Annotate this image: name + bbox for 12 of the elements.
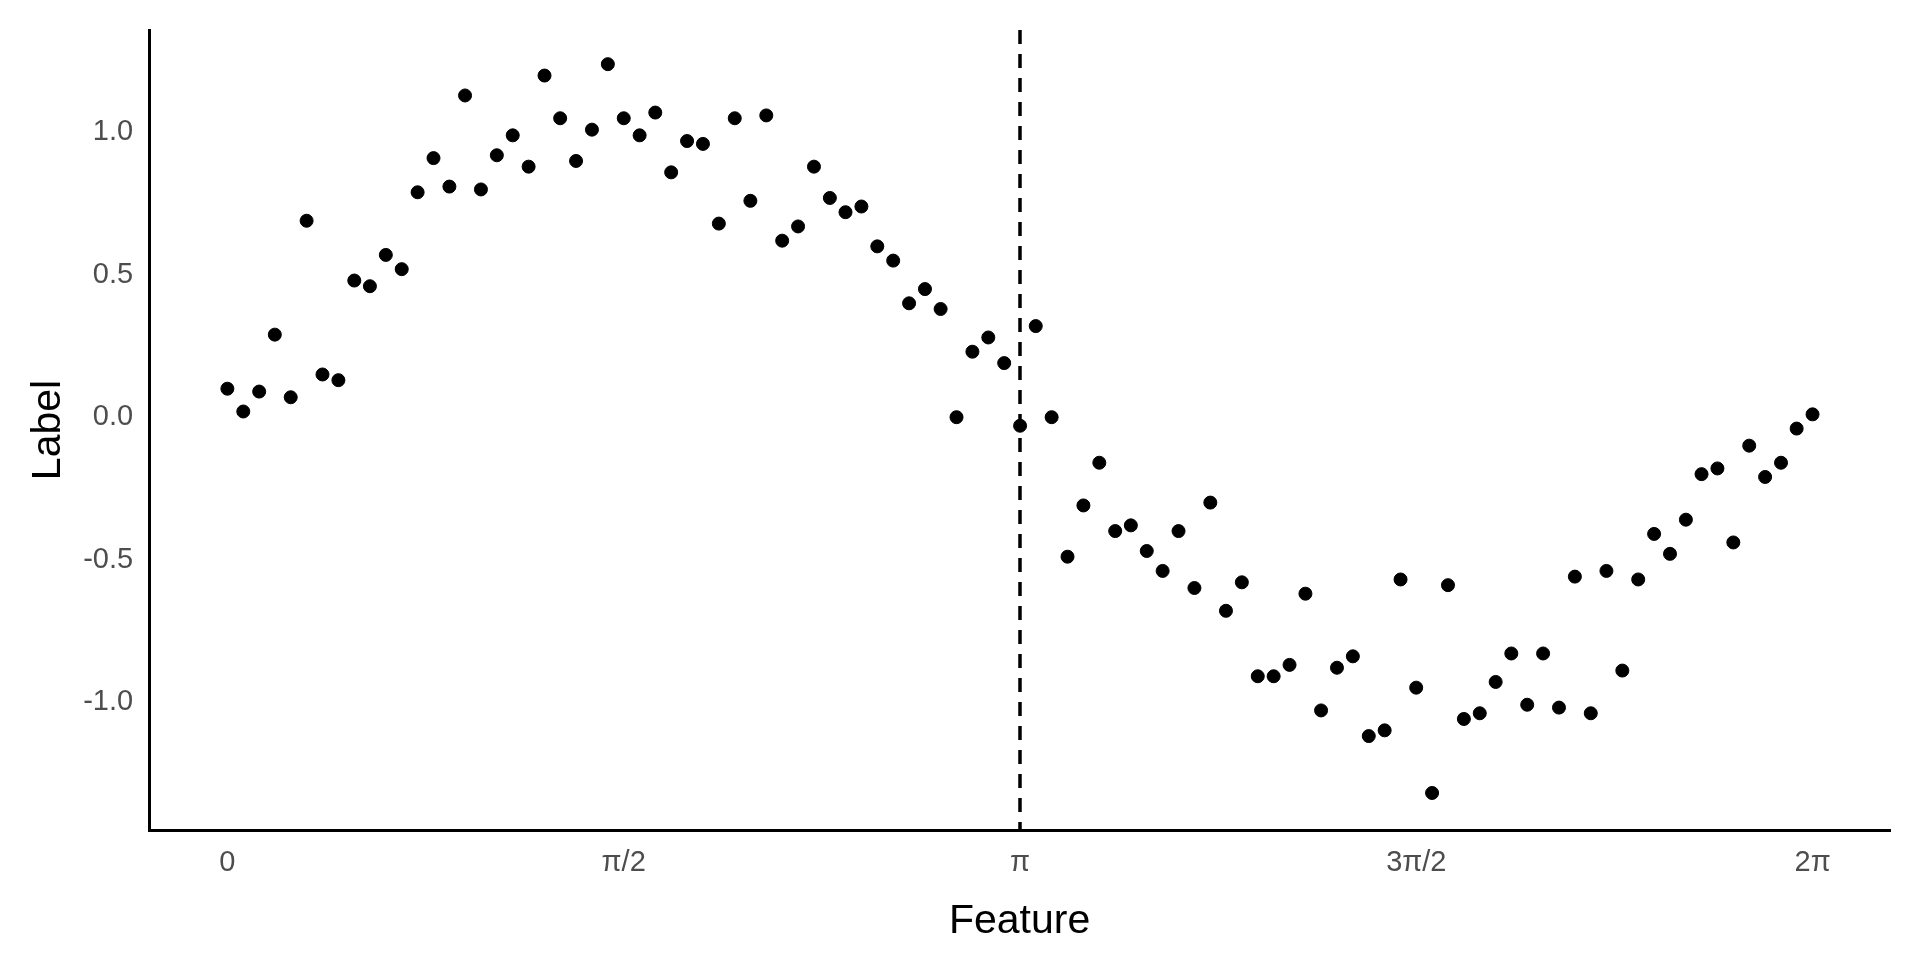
x-tick-label: 2π — [1794, 845, 1831, 878]
y-tick-label: -1.0 — [83, 683, 134, 716]
x-axis-title: Feature — [948, 895, 1091, 942]
y-tick-label: 0.0 — [92, 399, 134, 432]
y-axis-title: Label — [22, 379, 69, 481]
y-tick-label: -0.5 — [83, 541, 134, 574]
x-tick-label: π/2 — [601, 845, 646, 878]
y-tick-label: 1.0 — [92, 114, 134, 147]
x-tick-label: π — [1009, 845, 1030, 878]
x-tick-label: 0 — [219, 845, 236, 878]
y-tick-label: 0.5 — [92, 256, 134, 289]
x-tick-label: 3π/2 — [1386, 845, 1447, 878]
